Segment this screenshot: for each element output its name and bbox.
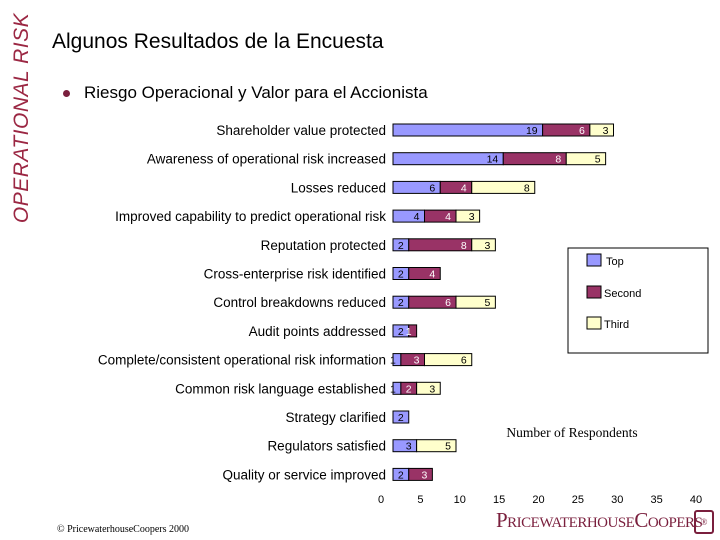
bar-value-label: 8 xyxy=(524,182,530,194)
bar-segment-third xyxy=(565,152,607,166)
bar-value-label: 6 xyxy=(461,355,467,367)
category-label: Regulators satisfied xyxy=(267,439,386,454)
bar-segment-second xyxy=(408,467,433,481)
bar-value-label: 5 xyxy=(485,297,491,309)
x-tick-label: 0 xyxy=(378,494,384,506)
category-label: Shareholder value protected xyxy=(216,123,386,138)
bar-segment-second xyxy=(439,180,473,194)
bar-segment-second xyxy=(408,267,441,280)
bullet-heading: Riesgo Operacional y Valor para el Accio… xyxy=(84,83,428,102)
bar-value-label: 3 xyxy=(603,125,609,137)
bar-value-label: 3 xyxy=(422,469,428,481)
x-tick-label: 30 xyxy=(611,494,623,506)
x-tick-label: 20 xyxy=(532,494,544,506)
bar-segment-third xyxy=(589,123,614,137)
bar-value-label: 6 xyxy=(445,297,451,309)
bar-segment-third xyxy=(471,180,536,194)
bar-value-label: 3 xyxy=(414,355,420,367)
bar-value-label: 19 xyxy=(526,125,538,137)
legend-swatch-third xyxy=(586,316,602,330)
category-label: Complete/consistent operational risk inf… xyxy=(98,353,386,368)
bar-value-label: 2 xyxy=(398,412,404,424)
bar-segment-third xyxy=(416,381,441,395)
category-label: Cross-enterprise risk identified xyxy=(204,267,386,282)
bar-value-label: 8 xyxy=(461,240,467,252)
bar-segment-top xyxy=(392,123,544,137)
legend-swatch-second xyxy=(586,285,602,299)
bar-value-label: 2 xyxy=(398,326,404,338)
bar-value-label: 1 xyxy=(390,383,396,395)
copyright-text: © PricewaterhouseCoopers 2000 xyxy=(57,524,190,535)
x-tick-label: 5 xyxy=(417,494,423,506)
bar-segment-third xyxy=(455,209,481,223)
bar-value-label: 2 xyxy=(398,269,404,281)
bar-value-label: 1 xyxy=(390,355,396,367)
bar-value-label: 6 xyxy=(579,125,585,137)
bar-segment-third xyxy=(471,238,496,252)
category-label: Strategy clarified xyxy=(285,410,386,425)
bar-value-label: 3 xyxy=(429,383,435,395)
bar-value-label: 4 xyxy=(461,182,467,194)
x-tick-label: 35 xyxy=(651,494,663,506)
x-tick-label: 25 xyxy=(572,494,584,506)
x-tick-label: 15 xyxy=(493,494,505,506)
legend-label-third: Third xyxy=(604,319,629,331)
bar-value-label: 5 xyxy=(445,441,451,453)
bar-value-label: 4 xyxy=(414,211,420,223)
bar-segment-third xyxy=(455,295,496,309)
category-label: Reputation protected xyxy=(261,238,386,253)
bar-value-label: 14 xyxy=(487,154,499,166)
category-label: Improved capability to predict operation… xyxy=(115,209,386,224)
x-tick-label: 10 xyxy=(454,494,466,506)
legend-label-second: Second xyxy=(604,288,641,300)
bar-value-label: 4 xyxy=(445,211,451,223)
bar-value-label: 6 xyxy=(429,182,435,194)
category-label: Audit points addressed xyxy=(249,324,386,339)
bar-value-label: 1 xyxy=(406,326,412,338)
bar-segment-top xyxy=(392,410,410,424)
category-label: Common risk language established xyxy=(175,381,386,396)
bar-segment-third xyxy=(416,439,457,453)
legend-swatch-top xyxy=(586,253,602,267)
bar-segment-third xyxy=(424,353,473,367)
bar-segment-second xyxy=(408,324,418,338)
bar-value-label: 4 xyxy=(429,269,435,281)
bar-value-label: 3 xyxy=(469,211,475,223)
category-label: Quality or service improved xyxy=(222,467,386,482)
company-logo: PricewaterhouseCoopers xyxy=(496,508,703,532)
category-label: Awareness of operational risk increased xyxy=(147,152,386,167)
bar-value-label: 2 xyxy=(398,297,404,309)
bar-value-label: 2 xyxy=(398,240,404,252)
bar-value-label: 8 xyxy=(555,154,561,166)
bar-value-label: 2 xyxy=(398,469,404,481)
x-tick-label: 40 xyxy=(690,494,702,506)
bar-segment-second xyxy=(424,209,457,223)
bullet-dot-icon xyxy=(63,90,70,97)
bar-value-label: 3 xyxy=(406,441,412,453)
bar-value-label: 5 xyxy=(595,154,601,166)
category-label: Control breakdowns reduced xyxy=(213,295,386,310)
category-label: Losses reduced xyxy=(291,180,386,195)
bar-segment-top xyxy=(392,209,425,223)
logo-mark-icon: ® xyxy=(694,510,714,534)
page-title: Algunos Resultados de la Encuesta xyxy=(52,30,384,53)
bar-value-label: 3 xyxy=(485,240,491,252)
legend-label-top: Top xyxy=(606,256,624,268)
x-axis-title: Number of Respondents xyxy=(506,425,637,440)
bar-value-label: 2 xyxy=(406,383,412,395)
